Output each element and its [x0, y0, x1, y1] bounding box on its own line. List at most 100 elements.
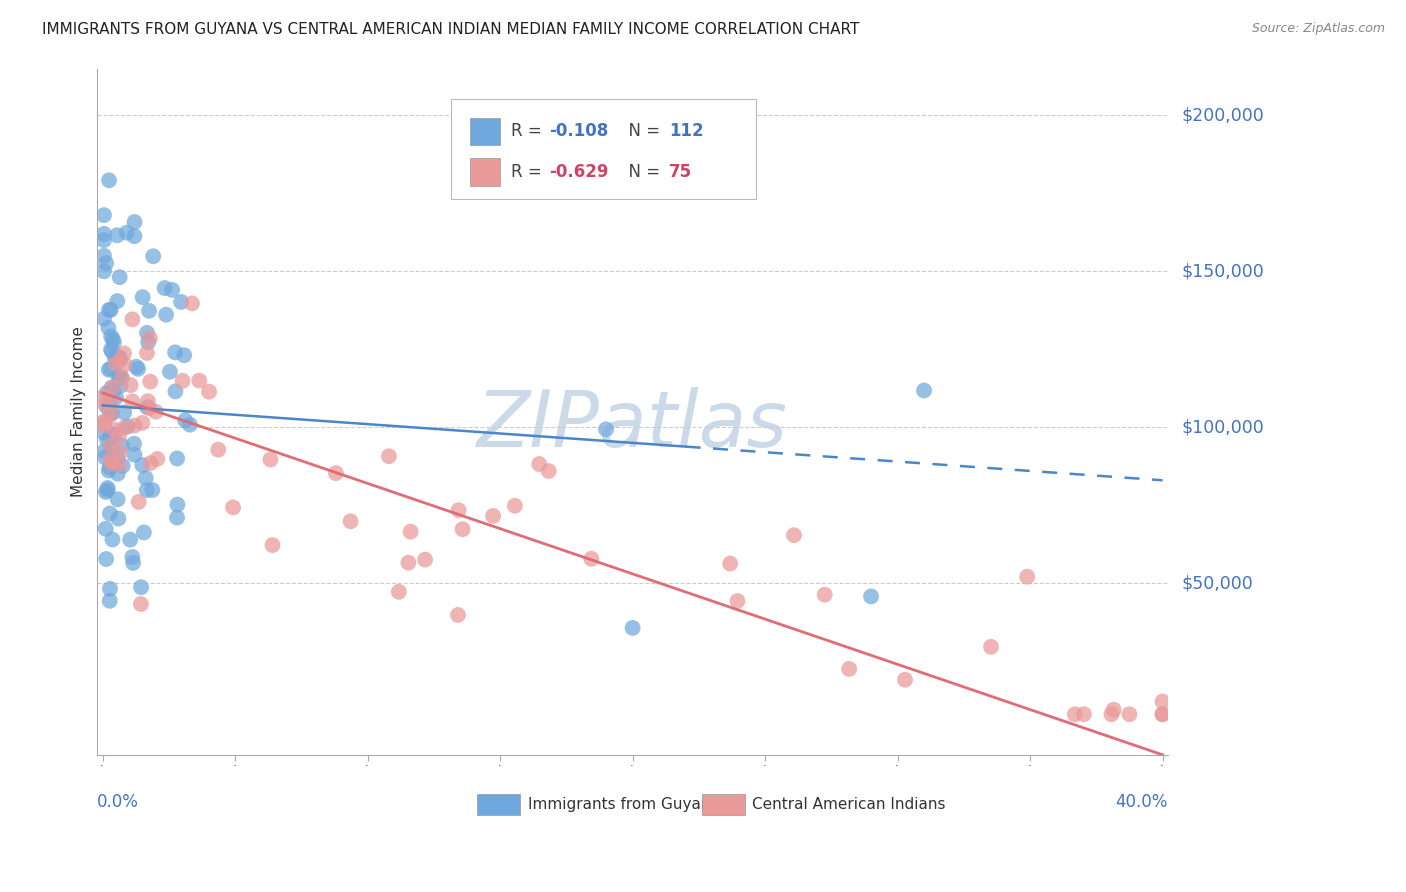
- Text: 40.0%: 40.0%: [1115, 793, 1168, 811]
- Point: [93, 264, 115, 278]
- Point: [136, 346, 159, 360]
- Bar: [470, 158, 501, 186]
- Point: [101, 344, 124, 359]
- Point: [136, 400, 159, 414]
- Point: [814, 588, 837, 602]
- Point: [104, 357, 127, 371]
- Point: [529, 457, 551, 471]
- Point: [94, 397, 117, 411]
- Text: $200,000: $200,000: [1181, 106, 1264, 124]
- Point: [97, 397, 120, 411]
- Point: [108, 371, 131, 385]
- Point: [1017, 570, 1039, 584]
- Point: [98, 173, 121, 187]
- Point: [107, 492, 129, 507]
- Point: [339, 514, 361, 528]
- Point: [1152, 707, 1174, 722]
- Y-axis label: Median Family Income: Median Family Income: [72, 326, 86, 497]
- Point: [107, 450, 129, 465]
- Point: [105, 351, 128, 365]
- Point: [132, 525, 155, 540]
- Point: [100, 329, 122, 343]
- Bar: [450, 99, 755, 199]
- Point: [101, 407, 124, 421]
- Point: [399, 524, 422, 539]
- Point: [166, 510, 188, 524]
- Point: [894, 673, 917, 687]
- Point: [100, 438, 122, 452]
- Point: [112, 346, 135, 360]
- Point: [94, 415, 117, 429]
- Point: [170, 295, 193, 310]
- Point: [101, 380, 124, 394]
- Text: -0.629: -0.629: [550, 163, 609, 181]
- Text: Immigrants from Guyana: Immigrants from Guyana: [527, 797, 720, 812]
- Point: [96, 385, 118, 400]
- Point: [838, 662, 860, 676]
- Point: [93, 390, 115, 404]
- Point: [136, 326, 159, 340]
- Point: [121, 549, 143, 564]
- Point: [222, 500, 245, 515]
- Point: [173, 348, 195, 362]
- Point: [181, 296, 204, 310]
- Bar: [702, 794, 745, 814]
- Point: [101, 452, 124, 467]
- Point: [96, 433, 118, 447]
- Point: [100, 381, 122, 395]
- Point: [128, 495, 150, 509]
- Point: [93, 233, 115, 247]
- Point: [101, 428, 124, 442]
- Point: [108, 270, 131, 285]
- Point: [108, 352, 131, 367]
- Point: [259, 452, 281, 467]
- Point: [115, 226, 138, 240]
- Point: [1099, 707, 1122, 722]
- Point: [396, 556, 419, 570]
- Point: [104, 351, 127, 365]
- Point: [165, 384, 187, 399]
- Point: [97, 362, 120, 376]
- Point: [482, 508, 505, 523]
- Point: [135, 471, 157, 485]
- Point: [117, 419, 139, 434]
- Point: [179, 417, 201, 432]
- Point: [142, 249, 165, 263]
- Point: [166, 498, 188, 512]
- Point: [120, 533, 142, 547]
- Point: [131, 458, 153, 472]
- Point: [262, 538, 284, 552]
- Point: [378, 449, 401, 463]
- Point: [198, 384, 221, 399]
- Point: [97, 464, 120, 478]
- Point: [97, 483, 120, 498]
- Point: [129, 597, 152, 611]
- Point: [94, 522, 117, 536]
- Point: [155, 308, 177, 322]
- Point: [860, 590, 883, 604]
- Point: [153, 281, 176, 295]
- Point: [93, 418, 115, 433]
- Point: [1152, 707, 1174, 722]
- Point: [97, 321, 120, 335]
- Text: 112: 112: [669, 122, 703, 140]
- Point: [121, 312, 143, 326]
- Point: [111, 439, 134, 453]
- Point: [93, 425, 115, 440]
- Point: [595, 422, 617, 436]
- Point: [104, 391, 127, 405]
- Point: [159, 365, 181, 379]
- Point: [122, 437, 145, 451]
- Point: [124, 448, 146, 462]
- Point: [131, 416, 153, 430]
- Text: $100,000: $100,000: [1181, 418, 1264, 436]
- Point: [103, 427, 125, 442]
- Point: [141, 483, 163, 497]
- Point: [146, 452, 169, 467]
- Point: [93, 249, 115, 263]
- Point: [108, 353, 131, 368]
- Text: ZIPatlas: ZIPatlas: [477, 387, 787, 463]
- Point: [138, 401, 160, 416]
- Point: [1073, 707, 1095, 722]
- Point: [98, 582, 121, 596]
